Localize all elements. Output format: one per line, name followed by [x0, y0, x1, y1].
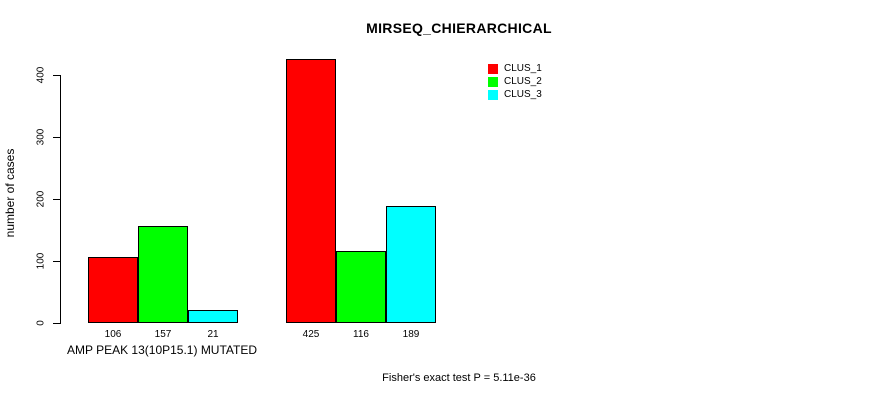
bar-value-label: 425 [302, 329, 320, 340]
legend-label: CLUS_2 [504, 76, 542, 87]
legend: CLUS_1 CLUS_2 CLUS_3 [488, 62, 542, 101]
y-axis-tick-mark [53, 198, 60, 200]
bar-value-label: 157 [154, 329, 172, 340]
y-axis-tick-mark [53, 260, 60, 262]
y-axis-tick-label: 100 [35, 252, 47, 270]
bar-clus_2-group2 [336, 251, 386, 323]
chart-title: MIRSEQ_CHIERARCHICAL [366, 20, 552, 36]
bar-clus_3-group2 [386, 206, 436, 323]
legend-label: CLUS_1 [504, 63, 542, 74]
legend-item: CLUS_3 [488, 88, 542, 101]
legend-label: CLUS_3 [504, 89, 542, 100]
footer-annotation: Fisher's exact test P = 5.11e-36 [382, 372, 536, 384]
y-axis-tick-label: 0 [35, 320, 47, 326]
bar-value-label: 116 [353, 329, 369, 340]
y-axis-tick-mark [53, 136, 60, 138]
legend-item: CLUS_2 [488, 75, 542, 88]
y-axis-tick-label: 400 [35, 66, 47, 84]
legend-swatch-icon [488, 63, 498, 74]
bar-value-label: 106 [104, 329, 122, 340]
y-axis-title: number of cases [3, 148, 17, 238]
bar-value-label: 21 [207, 329, 219, 340]
bar-clus_2-group1 [138, 226, 188, 323]
bar-clus_3-group1 [188, 310, 238, 323]
legend-swatch-icon [488, 89, 498, 100]
y-axis-tick-label: 300 [35, 128, 47, 146]
y-axis-line [60, 75, 61, 324]
bar-value-label: 189 [402, 329, 420, 340]
y-axis-tick-mark [53, 322, 60, 324]
x-axis-group-label: AMP PEAK 13(10P15.1) MUTATED [66, 343, 258, 357]
bar-clus_1-group2 [286, 59, 336, 323]
legend-item: CLUS_1 [488, 62, 542, 75]
y-axis-tick-label: 200 [35, 190, 47, 208]
legend-swatch-icon [488, 76, 498, 87]
y-axis-tick-mark [53, 74, 60, 76]
bar-clus_1-group1 [88, 257, 138, 323]
